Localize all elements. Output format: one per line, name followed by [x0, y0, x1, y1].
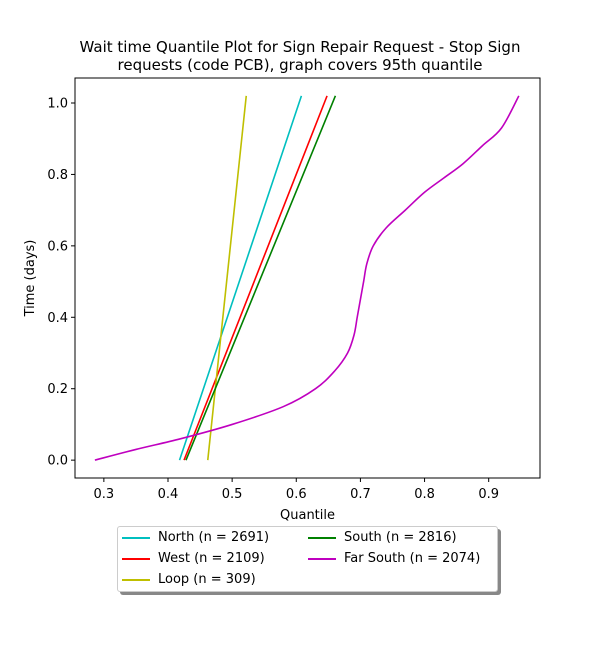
legend-item: West (n = 2109)	[122, 549, 265, 569]
x-tick-label: 0.3	[94, 487, 115, 502]
y-tick-label: 0.4	[47, 311, 68, 326]
x-tick-label: 0.9	[478, 487, 499, 502]
chart-legend: North (n = 2691) West (n = 2109) Loop (n…	[117, 526, 498, 592]
y-tick-label: 0.0	[47, 454, 68, 469]
y-tick-label: 0.2	[47, 382, 68, 397]
legend-label-west: West (n = 2109)	[158, 551, 265, 566]
y-tick-label: 0.6	[47, 239, 68, 254]
legend-label-north: North (n = 2691)	[158, 530, 270, 545]
legend-item: North (n = 2691)	[122, 528, 269, 548]
chart-title-line1: Wait time Quantile Plot for Sign Repair …	[79, 38, 521, 56]
series-line-loop	[206, 95, 248, 461]
x-axis-label: Quantile	[280, 508, 335, 523]
x-tick-label: 0.6	[286, 487, 307, 502]
chart-title-line2: requests (code PCB), graph covers 95th q…	[117, 56, 483, 74]
plot-area-frame	[74, 77, 541, 479]
y-tick-label: 1.0	[47, 97, 68, 112]
legend-label-south: South (n = 2816)	[344, 530, 457, 545]
series-line-west	[183, 95, 328, 461]
x-tick-label: 0.7	[350, 487, 371, 502]
legend-swatch-west	[122, 557, 150, 560]
x-tick-label: 0.5	[222, 487, 243, 502]
legend-item: South (n = 2816)	[308, 528, 457, 548]
legend-item: Far South (n = 2074)	[308, 549, 480, 569]
y-axis-label: Time (days)	[23, 240, 38, 318]
series-line-far-south	[94, 95, 520, 461]
x-tick-label: 0.4	[158, 487, 179, 502]
legend-label-loop: Loop (n = 309)	[158, 572, 256, 587]
legend-swatch-far-south	[308, 557, 336, 560]
y-tick-label: 0.8	[47, 168, 68, 183]
legend-swatch-south	[308, 536, 336, 539]
series-line-south	[185, 95, 337, 461]
legend-swatch-loop	[122, 578, 150, 581]
legend-item: Loop (n = 309)	[122, 570, 256, 590]
series-line-north	[178, 95, 303, 461]
legend-swatch-north	[122, 536, 150, 539]
legend-label-far-south: Far South (n = 2074)	[344, 551, 481, 566]
x-tick-label: 0.8	[414, 487, 435, 502]
